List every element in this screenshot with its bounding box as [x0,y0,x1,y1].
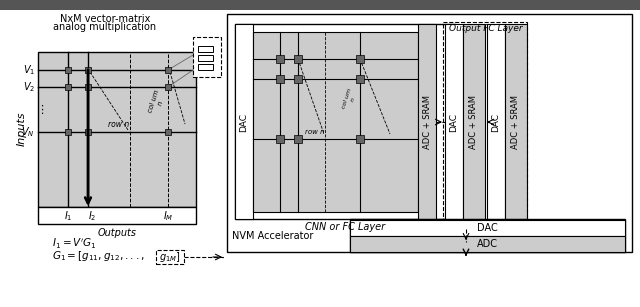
Text: $g_{1M}]$: $g_{1M}]$ [159,250,181,264]
Bar [445,24,463,219]
Bar [235,24,253,219]
Bar [235,24,455,219]
Text: analog multiplication: analog multiplication [53,22,157,32]
Text: $I_2$: $I_2$ [88,209,96,223]
Bar [38,207,196,224]
Text: $I_1$: $I_1$ [64,209,72,223]
Text: ADC: ADC [477,239,497,249]
Bar [253,32,418,212]
Text: $G_1=[g_{11},g_{12},...,$: $G_1=[g_{11},g_{12},...,$ [52,249,145,263]
Text: $I_1=V^{\prime}G_1$: $I_1=V^{\prime}G_1$ [52,237,97,251]
Bar [156,250,184,264]
Bar [198,46,213,52]
Bar [65,84,71,90]
Text: Outputs: Outputs [97,228,136,238]
Text: $V_2$: $V_2$ [23,80,35,94]
Bar [38,52,196,207]
Text: NVM Accelerator: NVM Accelerator [232,231,314,241]
Text: Inputs: Inputs [17,112,27,146]
Bar [418,24,436,219]
Bar [165,67,171,73]
Bar [356,135,364,143]
Bar [198,64,213,70]
Bar [85,129,91,135]
Bar [65,129,71,135]
Text: CNN or FC Layer: CNN or FC Layer [305,222,385,232]
Bar [463,24,485,219]
Text: ADC + SRAM: ADC + SRAM [470,95,479,149]
Text: DAC: DAC [477,223,497,233]
Text: Output FC Layer: Output FC Layer [449,24,523,33]
Text: row n: row n [305,129,324,135]
Bar [276,135,284,143]
Bar [85,84,91,90]
Bar [65,67,71,73]
Text: $V_1$: $V_1$ [23,63,35,77]
Bar [443,22,527,229]
Bar [276,55,284,63]
Text: DAC: DAC [239,112,248,131]
Bar [198,55,213,61]
Bar [165,129,171,135]
Bar [193,37,221,77]
Bar [356,75,364,83]
Bar [227,14,632,252]
Bar [356,55,364,63]
Bar [350,219,625,252]
Text: ADC + SRAM: ADC + SRAM [422,95,431,149]
Bar [0,0,640,10]
Bar [487,24,505,219]
Text: row n: row n [108,120,129,129]
Bar [85,67,91,73]
Bar [276,75,284,83]
Bar [350,220,625,236]
Bar [505,24,527,219]
Bar [350,236,625,252]
Text: $V_N$: $V_N$ [22,125,35,139]
Bar [294,55,302,63]
Text: DAC: DAC [492,112,500,131]
Bar [165,84,171,90]
Bar [294,135,302,143]
Text: DAC: DAC [449,112,458,131]
Text: NxM vector-matrix: NxM vector-matrix [60,14,150,24]
Text: col um
n: col um n [342,87,358,111]
Text: $I_M$: $I_M$ [163,209,173,223]
Text: col um
n: col um n [147,89,167,115]
Text: ADC + SRAM: ADC + SRAM [511,95,520,149]
Text: $\vdots$: $\vdots$ [36,103,44,115]
Bar [294,75,302,83]
